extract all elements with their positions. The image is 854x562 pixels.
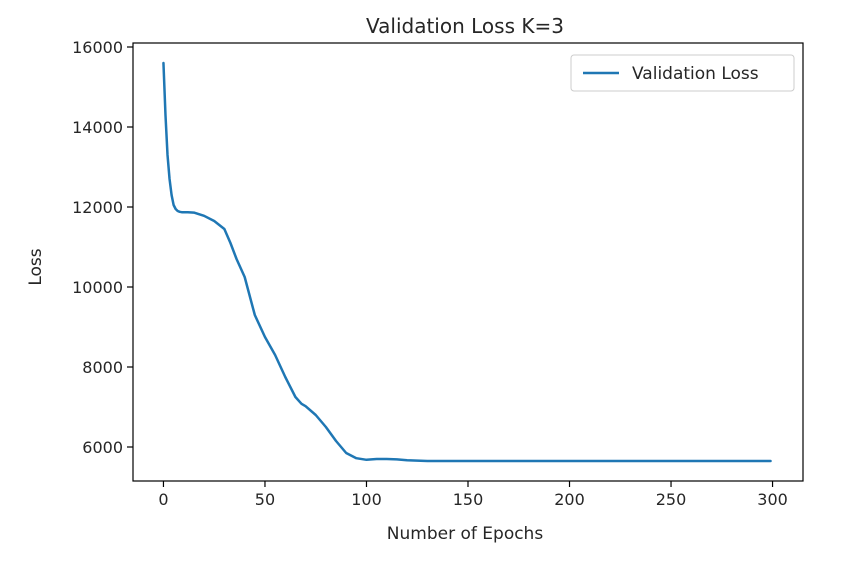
x-tick-label-50: 50 xyxy=(255,490,275,509)
x-tick-label-100: 100 xyxy=(351,490,382,509)
legend-box xyxy=(570,54,795,92)
x-axis-label: Number of Epochs xyxy=(387,524,544,544)
x-tick-label-200: 200 xyxy=(554,490,585,509)
y-tick-label-14000: 14000 xyxy=(72,118,123,137)
y-tick-label-16000: 16000 xyxy=(72,38,123,57)
axis-ticks: 0 50 100 150 200 250 300 6000 8000 10000 12000 1400… xyxy=(72,38,788,509)
legend-label-validation-loss: Validation Loss xyxy=(632,64,759,84)
y-tick-label-8000: 8000 xyxy=(82,358,123,377)
y-tick-label-6000: 6000 xyxy=(82,438,123,457)
series-layer xyxy=(162,61,772,463)
legend: Validation Loss xyxy=(570,54,795,92)
x-tick-label-250: 250 xyxy=(656,490,687,509)
chart-title: Validation Loss K=3 xyxy=(366,14,564,38)
x-tick-label-150: 150 xyxy=(453,490,484,509)
x-tick-label-300: 300 xyxy=(757,490,788,509)
y-tick-label-10000: 10000 xyxy=(72,278,123,297)
y-axis-label: Loss xyxy=(26,248,46,285)
plot-area-frame xyxy=(132,42,804,482)
series-line-validation-loss xyxy=(162,61,772,463)
y-tick-label-12000: 12000 xyxy=(72,198,123,217)
x-tick-label-0: 0 xyxy=(158,490,168,509)
